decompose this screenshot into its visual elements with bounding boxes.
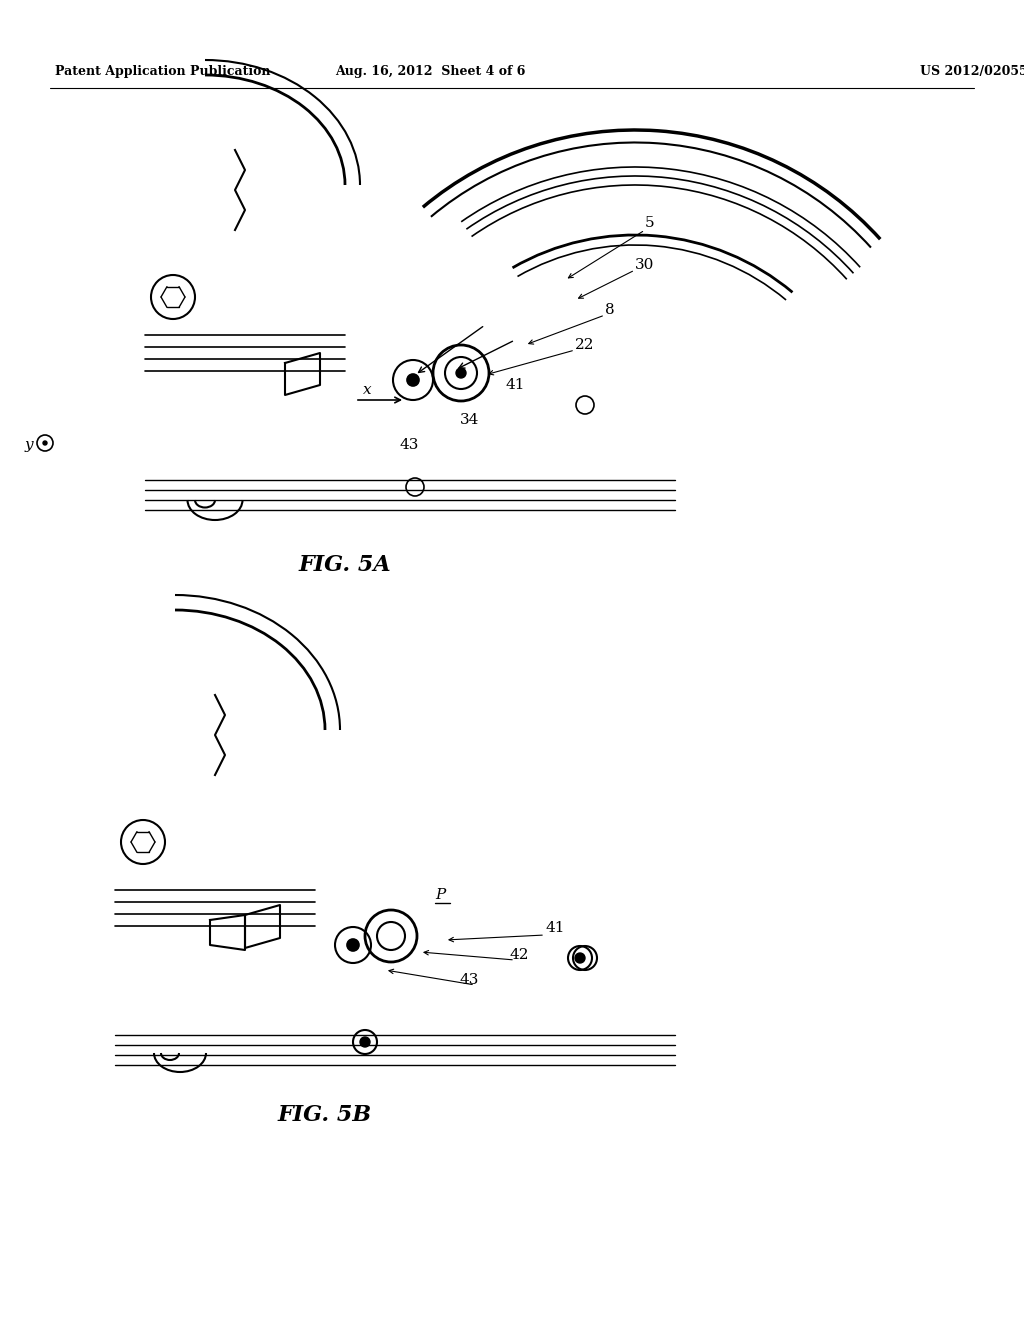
- Text: 41: 41: [505, 378, 524, 392]
- Text: 30: 30: [635, 257, 654, 272]
- Text: 43: 43: [400, 438, 420, 451]
- Text: US 2012/0205570 A1: US 2012/0205570 A1: [920, 66, 1024, 78]
- Text: 41: 41: [545, 921, 564, 935]
- Text: x: x: [362, 383, 372, 397]
- Text: Aug. 16, 2012  Sheet 4 of 6: Aug. 16, 2012 Sheet 4 of 6: [335, 66, 525, 78]
- Text: y: y: [25, 438, 34, 451]
- Circle shape: [575, 953, 585, 964]
- Text: 22: 22: [575, 338, 595, 352]
- Circle shape: [347, 939, 359, 950]
- Text: 5: 5: [645, 216, 654, 230]
- Text: 42: 42: [510, 948, 529, 962]
- Circle shape: [407, 374, 419, 385]
- Text: FIG. 5A: FIG. 5A: [299, 554, 391, 576]
- Text: 43: 43: [460, 973, 479, 987]
- Circle shape: [43, 441, 47, 445]
- Text: Patent Application Publication: Patent Application Publication: [55, 66, 270, 78]
- Text: FIG. 5B: FIG. 5B: [278, 1104, 372, 1126]
- Circle shape: [360, 1038, 370, 1047]
- Text: 8: 8: [605, 304, 614, 317]
- Text: 34: 34: [460, 413, 479, 426]
- Circle shape: [456, 368, 466, 378]
- Text: P: P: [435, 888, 445, 902]
